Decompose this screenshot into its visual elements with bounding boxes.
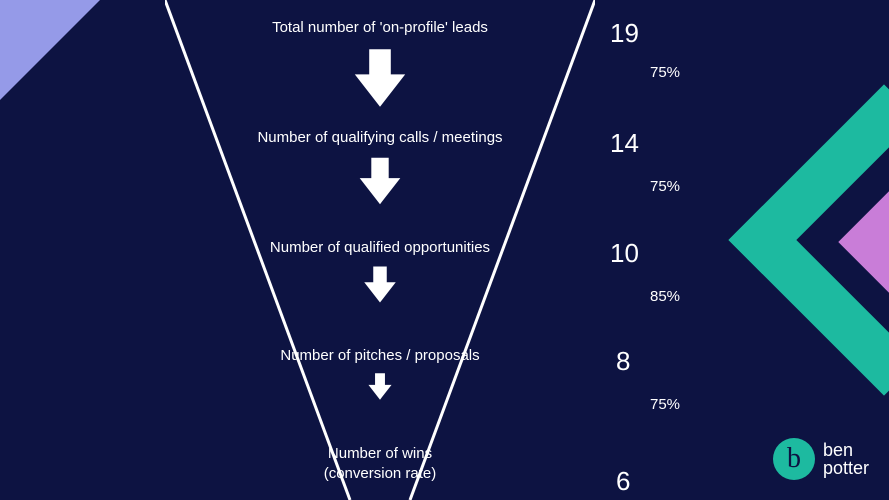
value-wins: 6 [616, 466, 630, 497]
value-leads: 19 [610, 18, 639, 49]
conversion-leads-to-calls: 75% [650, 64, 680, 81]
value-calls: 14 [610, 128, 639, 159]
stage-opportunities: Number of qualified opportunities [165, 238, 595, 258]
arrow-down-icon [344, 42, 416, 114]
conversion-opps-to-pitches: 85% [650, 288, 680, 305]
stage-wins-label: Number of wins (conversion rate) [165, 444, 595, 483]
arrow-down-icon [364, 370, 397, 403]
arrow-down-icon [351, 152, 409, 210]
conversion-pitches-to-wins: 75% [650, 396, 680, 413]
logo-circle-icon: b [773, 438, 815, 480]
brand-logo: b ben potter [773, 438, 869, 480]
conversion-calls-to-opps: 75% [650, 178, 680, 195]
logo-letter: b [787, 443, 801, 475]
arrow-down-icon [358, 262, 403, 307]
logo-line2: potter [823, 459, 869, 477]
stage-calls: Number of qualifying calls / meetings [165, 128, 595, 148]
logo-text: ben potter [823, 441, 869, 477]
stage-pitches-label: Number of pitches / proposals [165, 346, 595, 366]
logo-line1: ben [823, 441, 869, 459]
stage-leads: Total number of 'on-profile' leads [165, 18, 595, 38]
value-opportunities: 10 [610, 238, 639, 269]
stage-calls-label: Number of qualifying calls / meetings [165, 128, 595, 148]
stage-leads-label: Total number of 'on-profile' leads [165, 18, 595, 38]
stage-opportunities-label: Number of qualified opportunities [165, 238, 595, 258]
value-pitches: 8 [616, 346, 630, 377]
stage-pitches: Number of pitches / proposals [165, 346, 595, 366]
corner-triangle-top-left [0, 0, 100, 100]
stage-wins: Number of wins (conversion rate) [165, 444, 595, 483]
